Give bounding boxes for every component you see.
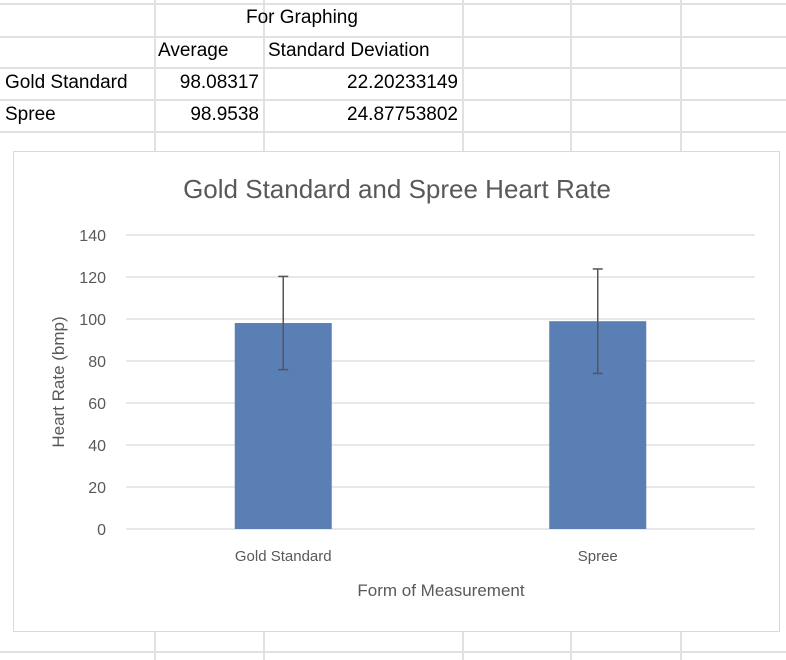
x-axis-label: Form of Measurement (357, 581, 524, 600)
row-divider (0, 651, 786, 653)
y-tick-label: 40 (88, 438, 106, 455)
row-divider (0, 36, 786, 38)
header-standard-deviation[interactable]: Standard Deviation (268, 40, 430, 61)
bar-chart-svg: Gold Standard and Spree Heart Rate Heart… (49, 174, 755, 600)
x-tick-label: Gold Standard (235, 548, 332, 565)
cell-gold-sd[interactable]: 22.20233149 (347, 72, 458, 93)
y-tick-label: 0 (97, 522, 106, 539)
y-tick-label: 140 (79, 228, 106, 245)
cell-gold-average[interactable]: 98.08317 (179, 72, 259, 93)
y-tick-label: 20 (88, 480, 106, 497)
cell-spree-average[interactable]: 98.9538 (190, 104, 259, 125)
header-average[interactable]: Average (158, 40, 229, 61)
cell-spree-sd[interactable]: 24.87753802 (347, 104, 458, 125)
y-axis-label: Heart Rate (bmp) (49, 316, 68, 447)
y-tick-label: 100 (79, 312, 106, 329)
row-divider (0, 3, 786, 5)
y-tick-label: 120 (79, 270, 106, 287)
row-label-spree[interactable]: Spree (5, 104, 56, 125)
row-divider (0, 67, 786, 69)
x-tick-label: Spree (578, 548, 618, 565)
chart[interactable]: Gold Standard and Spree Heart Rate Heart… (13, 151, 780, 632)
chart-title: Gold Standard and Spree Heart Rate (183, 174, 611, 204)
group-header-cell[interactable]: For Graphing (246, 7, 358, 28)
row-label-gold-standard[interactable]: Gold Standard (5, 72, 128, 93)
row-divider (0, 99, 786, 101)
y-tick-label: 80 (88, 354, 106, 371)
y-tick-label: 60 (88, 396, 106, 413)
row-divider (0, 131, 786, 133)
